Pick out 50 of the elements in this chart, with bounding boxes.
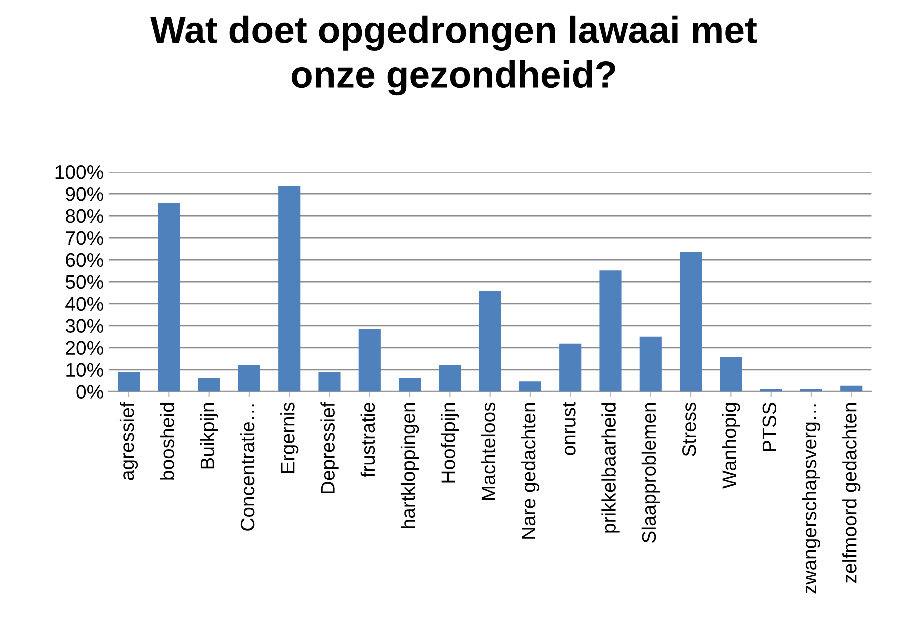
x-tick-label: hartkloppingen bbox=[400, 403, 420, 528]
bar bbox=[358, 329, 381, 392]
chart-title: Wat doet opgedrongen lawaai met onze gezondheid? bbox=[150, 16, 758, 96]
bar bbox=[238, 364, 260, 392]
x-tick-label: boosheid bbox=[160, 403, 174, 480]
y-tick-label: 40% bbox=[66, 297, 104, 312]
y-tick-label: 60% bbox=[66, 253, 104, 268]
bar bbox=[198, 378, 220, 392]
y-tick-label: 10% bbox=[66, 363, 104, 378]
x-tick-label: Buikpijn bbox=[200, 403, 218, 469]
x-tick-label: PTSS bbox=[762, 403, 777, 452]
bar bbox=[118, 372, 140, 392]
bar bbox=[840, 386, 863, 392]
bar bbox=[560, 344, 582, 392]
bar bbox=[318, 372, 341, 392]
y-tick-label: 80% bbox=[66, 209, 104, 224]
x-tick-label: Machteloos bbox=[481, 402, 496, 500]
y-tick-label: 0% bbox=[76, 385, 104, 399]
x-tick-label: Hoofdpijn bbox=[441, 403, 460, 483]
bar bbox=[760, 389, 782, 392]
x-tick-label: Depressief bbox=[320, 402, 339, 494]
bar bbox=[800, 389, 823, 392]
y-tick-label: 70% bbox=[66, 231, 104, 246]
bar bbox=[398, 378, 422, 392]
y-tick-label: 50% bbox=[66, 275, 104, 290]
x-tick-label: prikkelbaarheid bbox=[602, 403, 620, 533]
x-tick-label: agressief bbox=[120, 402, 138, 480]
x-tick-label: Ergernis bbox=[280, 402, 299, 473]
bar bbox=[680, 252, 702, 392]
y-tick-label: 90% bbox=[66, 187, 104, 202]
bar bbox=[278, 186, 301, 392]
x-tick-label: frustratie bbox=[360, 403, 376, 478]
bar bbox=[439, 364, 462, 392]
y-tick-label: 20% bbox=[66, 341, 104, 356]
bar bbox=[640, 336, 662, 392]
bar bbox=[519, 382, 542, 392]
bar bbox=[479, 292, 502, 392]
x-tick-label: zwangerschapsverg… bbox=[802, 404, 821, 594]
bar bbox=[600, 270, 622, 392]
x-tick-label: Concentratie… bbox=[240, 404, 255, 531]
bar bbox=[158, 203, 180, 392]
y-tick-label: 30% bbox=[66, 319, 104, 334]
x-tick-label: zelfmoord gedachten bbox=[842, 403, 861, 583]
bar bbox=[720, 357, 742, 392]
x-tick-label: Nare gedachten bbox=[521, 403, 540, 539]
x-tick-label: Stress bbox=[682, 402, 696, 456]
x-tick-label: Wanhopig bbox=[722, 403, 740, 489]
x-tick-label: onrust bbox=[563, 402, 576, 456]
x-tick-label: Slaapproblemen bbox=[642, 403, 660, 543]
y-tick-label: 100% bbox=[56, 165, 104, 180]
